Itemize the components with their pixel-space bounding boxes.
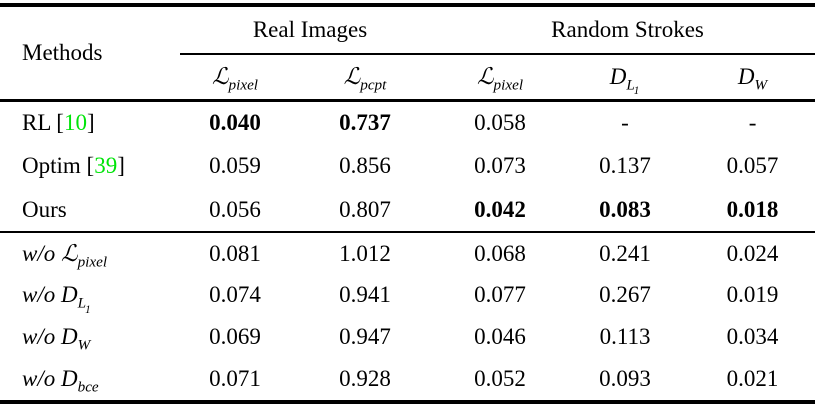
metric-cell: 0.024 <box>690 231 815 274</box>
math-subscript: pcpt <box>360 76 387 94</box>
metric-cell: 1.012 <box>290 231 441 274</box>
metric-cell: 0.113 <box>599 324 651 349</box>
metric-cell: 0.021 <box>726 366 779 391</box>
metric-cell: 0.856 <box>339 153 391 178</box>
citation-link[interactable]: 10 <box>63 109 87 135</box>
metric-cell: 0.081 <box>180 231 290 274</box>
citation-link[interactable]: 39 <box>94 153 118 178</box>
math-subsubscript: 1 <box>85 303 91 316</box>
metric-cell: 0.077 <box>474 282 526 307</box>
math-symbol: ℒ <box>211 63 229 89</box>
column-group-random-strokes: Random Strokes <box>440 7 815 55</box>
metric-cell: 0.042 <box>474 196 526 222</box>
row-label-wo-d-l1: w/o DL1 <box>0 274 180 316</box>
math-subscript: W <box>754 76 768 94</box>
table-row-wo-d-l1: w/o DL1 0.074 0.941 0.077 0.267 0.019 <box>0 274 815 316</box>
math-script-D: D <box>60 324 78 349</box>
math-subscript: pixel <box>77 253 108 271</box>
metric-cell: 0.057 <box>726 153 779 178</box>
metric-cell: 0.018 <box>726 196 779 222</box>
math-script-L: ℒ <box>60 240 78 266</box>
math-script-D: D <box>60 282 78 307</box>
column-header-l-pcpt: ℒpcpt <box>290 54 441 102</box>
metric-cell: 0.083 <box>599 196 651 222</box>
metric-cell: 0.046 <box>474 324 526 349</box>
metric-cell: 0.073 <box>474 153 526 178</box>
math-symbol: ℒ <box>343 63 361 89</box>
metric-cell: 0.019 <box>726 282 779 307</box>
row-label-text: ] <box>117 153 125 178</box>
metric-cell: 0.941 <box>339 282 391 307</box>
metric-cell: 0.071 <box>209 366 261 391</box>
metric-cell: 0.052 <box>474 366 526 391</box>
results-table-frame: Methods Real Images Random Strokes ℒpixe… <box>0 3 815 404</box>
row-label-text: Optim [ <box>22 153 95 178</box>
metric-cell: 0.241 <box>560 231 691 274</box>
metric-cell: 0.040 <box>209 109 261 135</box>
metric-cell: 0.807 <box>339 196 391 222</box>
wo-prefix: w/o <box>22 324 61 349</box>
math-subsubscript: 1 <box>633 85 640 98</box>
column-header-d-l1: DL1 <box>560 54 691 102</box>
metric-cell: 0.093 <box>599 366 651 391</box>
table-row-ours: Ours 0.056 0.807 0.042 0.083 0.018 <box>0 188 815 232</box>
wo-prefix: w/o <box>22 366 61 391</box>
math-script-D: D <box>60 366 78 391</box>
metric-cell: 0.068 <box>440 231 561 274</box>
row-label-wo-l-pixel: w/o ℒpixel <box>0 231 180 274</box>
metric-cell: - <box>748 109 757 135</box>
column-header-methods: Methods <box>0 7 180 102</box>
math-subscript: pixel <box>493 76 524 94</box>
math-symbol: D <box>737 63 755 89</box>
metric-cell: 0.056 <box>209 196 261 222</box>
math-symbol: ℒ <box>476 63 494 89</box>
row-label-text: ] <box>86 109 95 135</box>
wo-prefix: w/o <box>22 240 61 266</box>
row-label-optim: Optim [39] <box>0 144 180 188</box>
metric-cell: 0.074 <box>209 282 261 307</box>
row-label-ours: Ours <box>0 188 180 232</box>
row-label-text: RL [ <box>22 109 64 135</box>
header-subcolumn-row: ℒpixel ℒpcpt ℒpixel DL1 DW <box>0 54 815 102</box>
math-subscript: pixel <box>228 76 259 94</box>
math-symbol: D <box>609 63 627 89</box>
column-header-d-w: DW <box>690 54 815 102</box>
math-subscript: L <box>626 76 635 94</box>
row-label-wo-d-w: w/o DW <box>0 316 180 358</box>
column-header-l-pixel-real: ℒpixel <box>180 54 290 102</box>
row-label-text: Ours <box>22 196 67 222</box>
metric-cell: 0.947 <box>339 324 391 349</box>
table-row-rl: RL [10] 0.040 0.737 0.058 - - <box>0 100 815 144</box>
math-subscript: W <box>77 336 91 354</box>
metric-cell: 0.137 <box>599 153 651 178</box>
metric-cell: 0.058 <box>474 109 526 135</box>
metric-cell: 0.034 <box>726 324 779 349</box>
metric-cell: 0.069 <box>209 324 261 349</box>
metric-cell: 0.737 <box>339 109 391 135</box>
header-group-row: Methods Real Images Random Strokes <box>0 7 815 102</box>
column-group-real-images: Real Images <box>180 7 441 55</box>
metric-cell: 0.059 <box>209 153 261 178</box>
table-row-wo-d-bce: w/o Dbce 0.071 0.928 0.052 0.093 0.021 <box>0 358 815 400</box>
table-row-wo-d-w: w/o DW 0.069 0.947 0.046 0.113 0.034 <box>0 316 815 358</box>
math-subscript: L <box>77 294 87 312</box>
metric-cell: 0.928 <box>339 366 391 391</box>
math-subscript: bce <box>77 378 99 396</box>
wo-prefix: w/o <box>22 282 61 307</box>
metric-cell: 0.267 <box>599 282 651 307</box>
metric-cell: - <box>621 109 629 135</box>
row-label-rl: RL [10] <box>0 100 180 144</box>
results-table: Methods Real Images Random Strokes ℒpixe… <box>0 7 815 400</box>
table-row-optim: Optim [39] 0.059 0.856 0.073 0.137 0.057 <box>0 144 815 188</box>
table-row-wo-l-pixel: w/o ℒpixel 0.081 1.012 0.068 0.241 0.024 <box>0 231 815 274</box>
column-header-l-pixel-random: ℒpixel <box>440 54 561 102</box>
row-label-wo-d-bce: w/o Dbce <box>0 358 180 400</box>
